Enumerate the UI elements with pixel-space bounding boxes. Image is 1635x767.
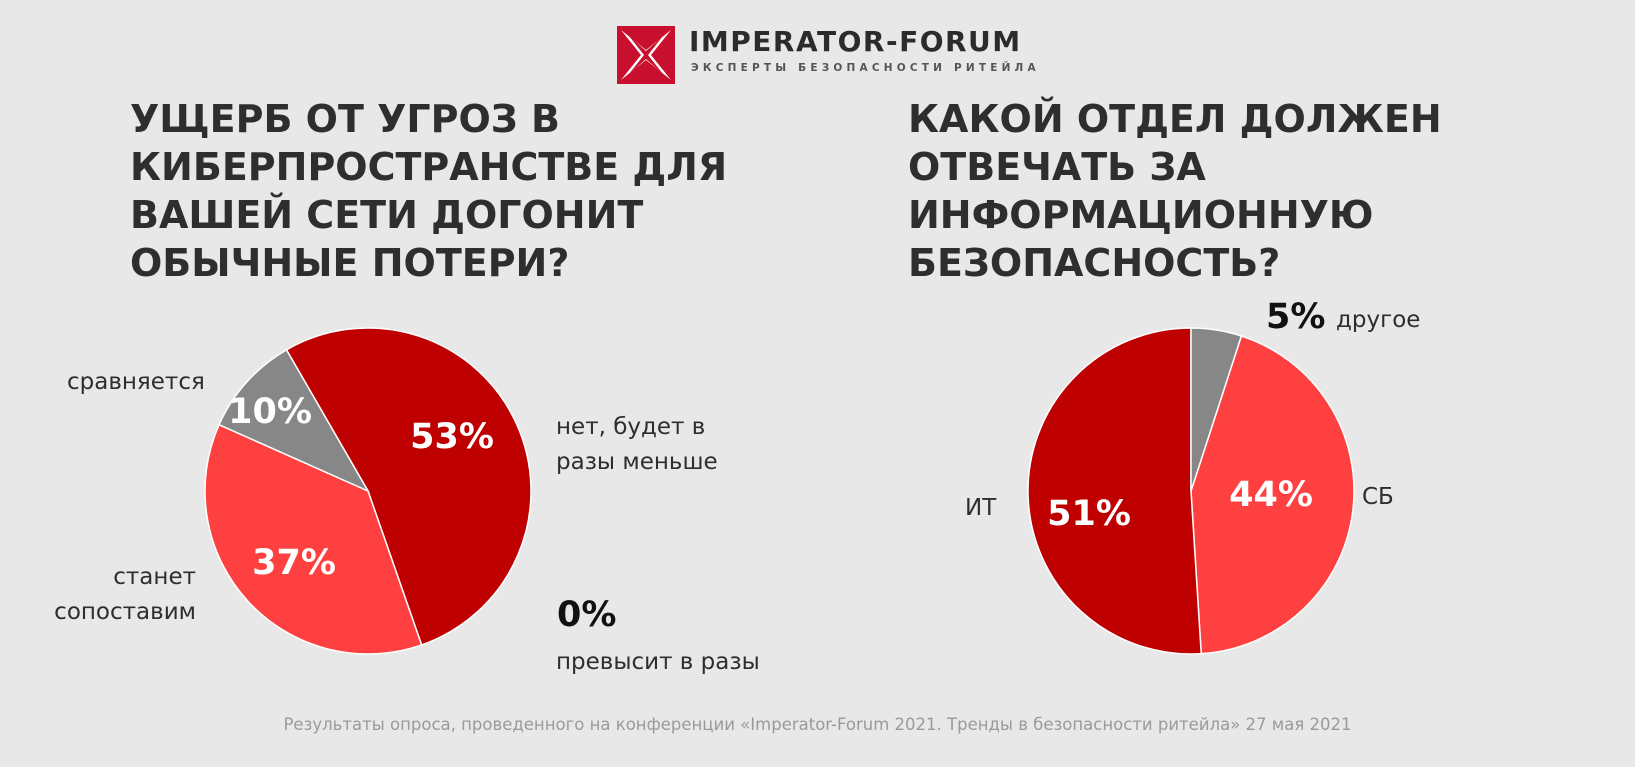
- chart-2-slice-2-label: СБ: [1362, 484, 1394, 510]
- chart-1-slice-4-value: 0%: [557, 595, 617, 635]
- chart-2-title: КАКОЙ ОТДЕЛ ДОЛЖЕН ОТВЕЧАТЬ ЗА ИНФОРМАЦИ…: [908, 97, 1442, 285]
- chart-2-slice-1-label: ИТ: [965, 495, 997, 521]
- pie-2-slice-1: [1027, 327, 1203, 655]
- chart-1-slice-4-label: превысит в разы: [556, 649, 760, 675]
- chart-1-slice-1-label: нет, будет в разы меньше: [556, 414, 718, 475]
- logo-tagline: ЭКСПЕРТЫ БЕЗОПАСНОСТИ РИТЕЙЛА: [691, 62, 1040, 74]
- pie-1-slice-1: [285, 327, 532, 646]
- chart-2-slice-3-label: другое: [1336, 307, 1421, 333]
- chart-1-title: УЩЕРБ ОТ УГРОЗ В КИБЕРПРОСТРАНСТВЕ ДЛЯ В…: [130, 97, 728, 285]
- chart-2-slice-3-value: 5%: [1266, 297, 1326, 337]
- chart-2-slice-1-value: 51%: [1047, 494, 1131, 534]
- chart-1-slice-2-label: станет сопоставим: [54, 564, 196, 625]
- red-square-x-icon: [617, 26, 675, 84]
- chart-1-slice-1-value: 53%: [410, 417, 494, 457]
- chart-2-slice-2-value: 44%: [1229, 475, 1313, 515]
- chart-1-slice-2-value: 37%: [252, 543, 336, 583]
- logo-name: IMPERATOR-FORUM: [689, 25, 1022, 58]
- chart-1-slice-3-value: 10%: [228, 392, 312, 432]
- pie-1-slice-2: [204, 423, 423, 655]
- survey-footnote: Результаты опроса, проведенного на конфе…: [283, 715, 1352, 734]
- pie-2-slice-3: [1190, 327, 1243, 492]
- chart-1-slice-3-label: сравняется: [67, 369, 205, 395]
